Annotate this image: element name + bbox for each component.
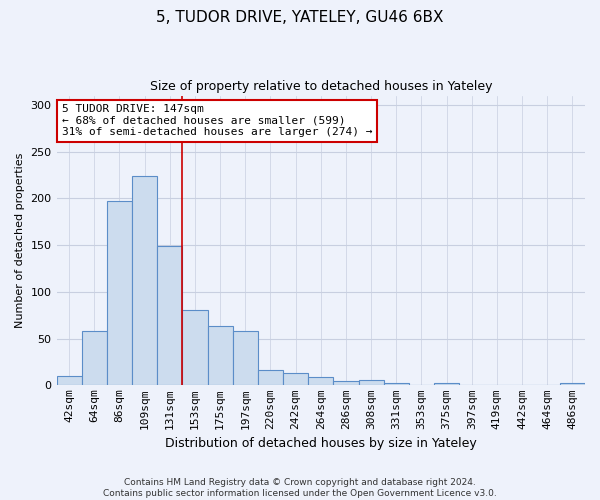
Bar bbox=[434, 382, 459, 386]
Bar bbox=[107, 201, 132, 386]
Bar bbox=[56, 376, 82, 386]
Text: 5 TUDOR DRIVE: 147sqm
← 68% of detached houses are smaller (599)
31% of semi-det: 5 TUDOR DRIVE: 147sqm ← 68% of detached … bbox=[62, 104, 373, 138]
Bar bbox=[233, 331, 258, 386]
Bar bbox=[359, 380, 383, 386]
Bar bbox=[208, 326, 233, 386]
Text: 5, TUDOR DRIVE, YATELEY, GU46 6BX: 5, TUDOR DRIVE, YATELEY, GU46 6BX bbox=[156, 10, 444, 25]
Title: Size of property relative to detached houses in Yateley: Size of property relative to detached ho… bbox=[149, 80, 492, 93]
Bar bbox=[383, 382, 409, 386]
X-axis label: Distribution of detached houses by size in Yateley: Distribution of detached houses by size … bbox=[165, 437, 476, 450]
Bar bbox=[308, 377, 334, 386]
Bar bbox=[334, 380, 359, 386]
Bar bbox=[82, 331, 107, 386]
Text: Contains HM Land Registry data © Crown copyright and database right 2024.
Contai: Contains HM Land Registry data © Crown c… bbox=[103, 478, 497, 498]
Bar bbox=[132, 176, 157, 386]
Bar bbox=[182, 310, 208, 386]
Y-axis label: Number of detached properties: Number of detached properties bbox=[15, 153, 25, 328]
Bar bbox=[283, 373, 308, 386]
Bar bbox=[157, 246, 182, 386]
Bar bbox=[258, 370, 283, 386]
Bar bbox=[560, 382, 585, 386]
